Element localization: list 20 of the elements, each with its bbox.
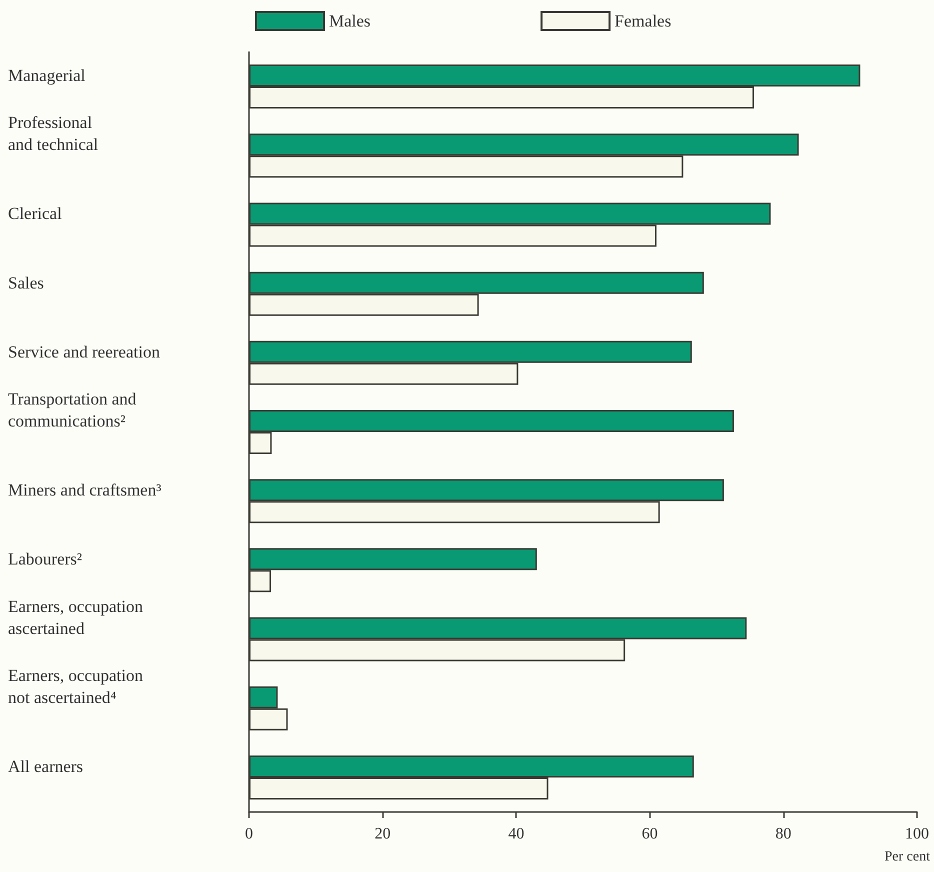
- y-tick-label: Managerial: [8, 66, 86, 86]
- x-tick-label: 40: [508, 826, 524, 842]
- y-tick-label: Miners and craftsmen³: [8, 480, 162, 500]
- y-tick-label: Sales: [8, 273, 44, 292]
- y-tick-label: Professional and technical: [8, 113, 98, 154]
- y-tick-label: Labourers²: [8, 550, 82, 569]
- x-axis-title: Per cent: [884, 850, 930, 864]
- y-tick-label: Earners, occupation ascertained: [8, 596, 144, 638]
- x-tick-label: 0: [245, 826, 253, 842]
- y-tick-label: Clerical: [8, 204, 62, 224]
- y-tick-label: All earners: [8, 756, 84, 776]
- legend-label: Females: [614, 12, 672, 30]
- x-tick-label: 20: [374, 826, 391, 842]
- y-tick-label: Service and reereation: [8, 342, 160, 362]
- x-tick-label: 100: [905, 826, 929, 842]
- legend-label: Males: [329, 12, 371, 30]
- y-tick-label: Earners, occupation not ascertained⁴: [8, 666, 144, 707]
- x-tick-label: 80: [775, 826, 792, 842]
- y-tick-label: Transportation and communications²: [8, 390, 137, 430]
- x-tick-label: 60: [642, 826, 658, 842]
